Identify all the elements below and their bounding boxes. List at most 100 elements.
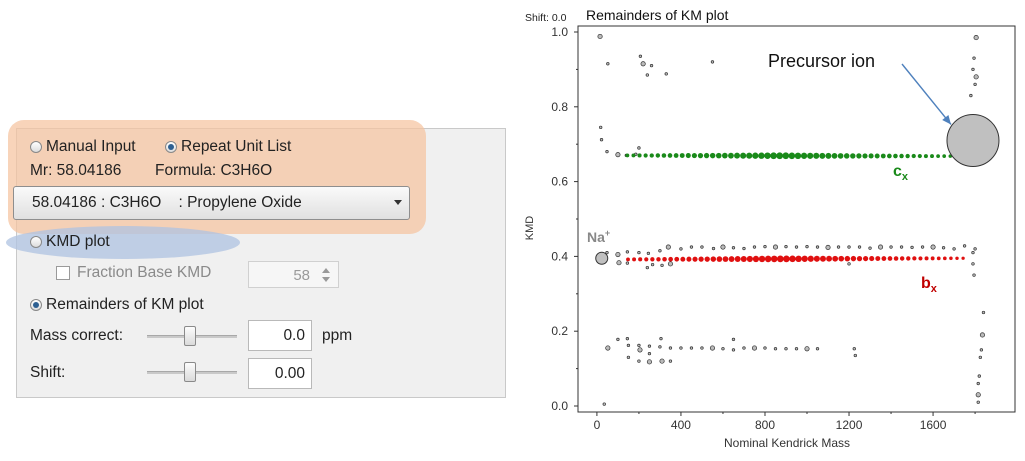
radio-manual-input-button[interactable] — [30, 141, 42, 153]
b-point — [740, 255, 747, 263]
grey-point — [700, 346, 704, 350]
grey-point — [721, 347, 725, 351]
b-point — [955, 256, 959, 261]
c-point — [868, 153, 874, 159]
stepper-down-icon[interactable] — [322, 277, 330, 282]
b-point — [746, 255, 753, 263]
radio-remainders[interactable]: Remainders of KM plot — [30, 296, 204, 314]
x-tick-label: 1600 — [920, 418, 947, 432]
grey-point — [646, 251, 651, 256]
grey-point — [658, 345, 662, 349]
grey-point — [658, 249, 662, 253]
c-point — [625, 153, 630, 158]
bx-label-sub: x — [931, 283, 938, 295]
c-point — [936, 154, 940, 159]
formula-value: Formula: C3H6O — [155, 162, 272, 180]
grey-point — [973, 82, 977, 87]
grey-point — [751, 345, 758, 351]
c-point — [800, 152, 808, 159]
stepper-up-icon[interactable] — [322, 268, 330, 273]
b-point — [692, 256, 698, 262]
c-point — [691, 152, 697, 159]
radio-kmd-plot[interactable]: KMD plot — [30, 233, 110, 251]
grey-point — [605, 251, 609, 255]
y-tick-label: 0.6 — [551, 175, 568, 189]
grey-point — [647, 351, 652, 356]
c-point — [893, 153, 898, 159]
grey-point — [930, 244, 936, 250]
x-axis-label: Nominal Kendrick Mass — [724, 436, 850, 450]
radio-repeat-unit-list-button[interactable] — [165, 141, 177, 153]
b-point — [912, 256, 917, 261]
b-point — [668, 256, 673, 262]
grey-point — [763, 245, 767, 249]
radio-manual-input[interactable]: Manual Input — [30, 138, 136, 156]
b-point — [918, 256, 923, 261]
b-point — [832, 255, 839, 262]
x-tick-label: 400 — [671, 418, 691, 432]
mass-correct-input[interactable]: 0.0 — [248, 320, 312, 351]
b-point — [783, 255, 790, 263]
c-point — [911, 153, 916, 159]
repeat-unit-select[interactable]: 58.04186 : C3H6O : Propylene Oxide — [13, 186, 410, 220]
b-point — [758, 255, 766, 263]
grey-point — [977, 374, 981, 378]
grey-point — [973, 247, 977, 251]
mass-correct-slider[interactable] — [147, 326, 237, 346]
b-point — [728, 256, 735, 262]
grey-point — [659, 337, 663, 341]
fraction-base-kmd-checkbox[interactable] — [56, 266, 70, 280]
na-label: Na+ — [587, 228, 610, 245]
grey-point — [665, 244, 671, 250]
grey-point — [606, 62, 610, 66]
c-point — [709, 152, 716, 159]
b-point — [680, 256, 686, 262]
shift-input[interactable]: 0.00 — [248, 358, 312, 389]
c-point — [661, 153, 667, 158]
grey-point — [650, 262, 655, 267]
c-point — [703, 152, 710, 159]
grey-point — [973, 74, 979, 80]
precursor-arrow — [901, 63, 952, 125]
grey-point — [615, 152, 621, 158]
shift-slider[interactable] — [147, 362, 237, 382]
grey-point — [602, 402, 606, 406]
c-point — [843, 153, 850, 159]
b-point — [856, 255, 863, 262]
radio-kmd-plot-button[interactable] — [30, 236, 42, 248]
radio-remainders-label: Remainders of KM plot — [46, 296, 204, 313]
grey-point — [971, 262, 975, 266]
grey-point — [605, 150, 609, 154]
repeat-unit-select-value: 58.04186 : C3H6O : Propylene Oxide — [32, 194, 302, 211]
y-tick-label: 1.0 — [551, 25, 568, 39]
grey-point — [752, 245, 757, 249]
y-axis-label: KMD — [524, 216, 536, 241]
b-point — [770, 255, 778, 263]
shift-readout: Shift: 0.0 — [525, 12, 567, 24]
radio-repeat-unit-list[interactable]: Repeat Unit List — [165, 138, 291, 156]
b-point — [656, 257, 661, 262]
radio-remainders-button[interactable] — [30, 299, 42, 311]
c-point — [758, 152, 765, 159]
grey-point — [625, 250, 630, 254]
grey-point — [805, 245, 809, 249]
fraction-base-stepper[interactable]: 58 — [248, 261, 339, 288]
b-point — [686, 256, 692, 262]
shift-slider-thumb[interactable] — [184, 362, 196, 382]
c-point — [880, 153, 886, 159]
c-point — [831, 152, 838, 159]
plot-frame — [577, 25, 1016, 413]
mass-correct-slider-thumb[interactable] — [184, 326, 196, 346]
grey-point — [852, 347, 856, 351]
b-point — [704, 256, 710, 262]
grey-point — [971, 67, 975, 72]
c-point — [728, 152, 734, 159]
fraction-base-value: 58 — [293, 267, 310, 284]
x-tick-label: 1200 — [836, 418, 863, 432]
x-tick-label: 800 — [755, 418, 775, 432]
fraction-base-kmd[interactable]: Fraction Base KMD — [56, 264, 211, 282]
radio-repeat-unit-list-label: Repeat Unit List — [181, 138, 292, 155]
b-point — [961, 256, 965, 260]
bx-label: bx — [921, 275, 938, 295]
grey-point — [689, 245, 694, 249]
